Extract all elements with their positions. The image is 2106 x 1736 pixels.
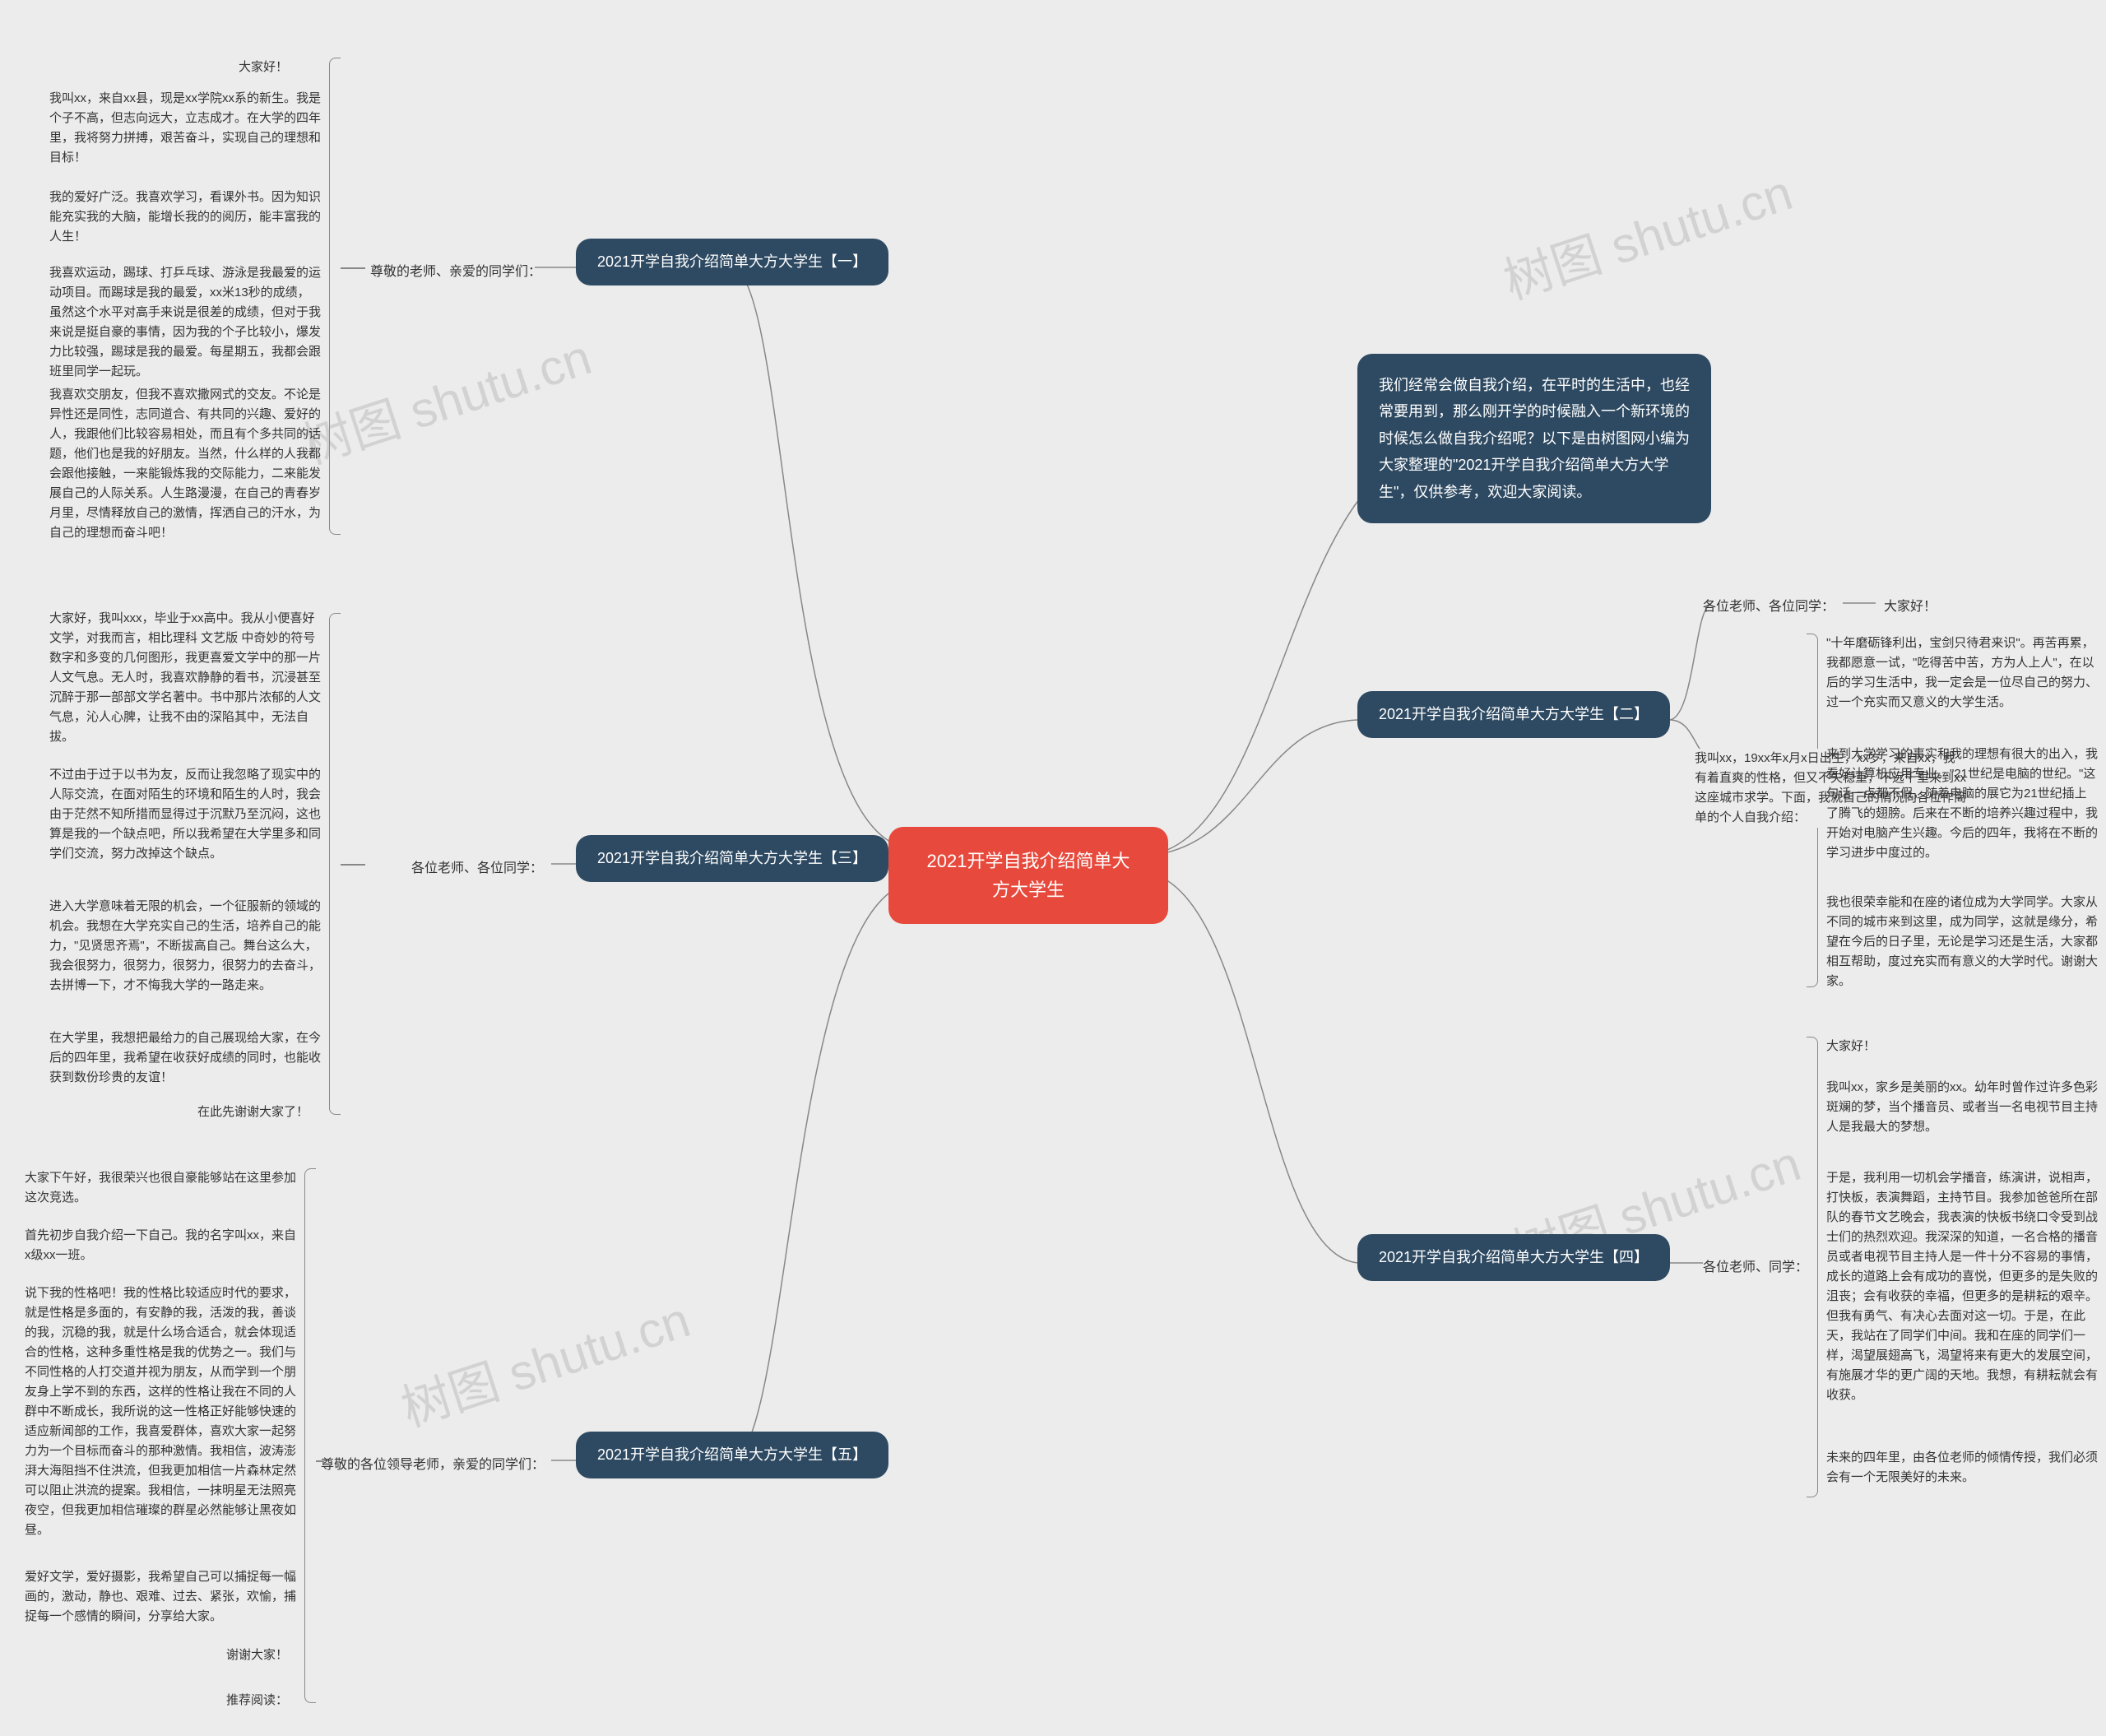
- mindmap-canvas: 树图 shutu.cn 树图 shutu.cn 树图 shutu.cn 树图 s…: [0, 0, 2106, 1736]
- leaf-text: 于是，我利用一切机会学播音，练演讲，说相声，打快板，表演舞蹈，主持节目。我参加爸…: [1826, 1168, 2098, 1405]
- branch-node-5[interactable]: 2021开学自我介绍简单大方大学生【五】: [576, 1432, 888, 1478]
- leaf-text: 我喜欢运动，踢球、打乒乓球、游泳是我最爱的运动项目。而踢球是我的最爱，xx米13…: [49, 263, 321, 382]
- leaf-text: 在此先谢谢大家了！: [197, 1102, 346, 1122]
- bracket-tick: [341, 864, 365, 866]
- branch-node-3[interactable]: 2021开学自我介绍简单大方大学生【三】: [576, 835, 888, 882]
- leaf-text: 我叫xx，家乡是美丽的xx。幼年时曾作过许多色彩斑斓的梦，当个播音员、或者当一名…: [1826, 1078, 2098, 1137]
- intro-node[interactable]: 我们经常会做自我介绍，在平时的生活中，也经常要用到，那么刚开学的时候融入一个新环…: [1357, 354, 1711, 523]
- branch-4-sublabel: 各位老师、同学：: [1703, 1257, 1808, 1279]
- watermark: 树图 shutu.cn: [391, 1280, 698, 1441]
- leaf-text: 大家下午好，我很荣兴也很自豪能够站在这里参加这次竞选。: [25, 1168, 296, 1208]
- leaf-text: 大家好，我叫xxx，毕业于xx高中。我从小便喜好文学，对我而言，相比理科 文艺版…: [49, 609, 321, 747]
- branch-node-4[interactable]: 2021开学自我介绍简单大方大学生【四】: [1357, 1234, 1670, 1281]
- leaf-text: "十年磨砺锋利出，宝剑只待君来识"。再苦再累，我都愿意一试，"吃得苦中苦，方为人…: [1826, 634, 2098, 713]
- leaf-text: 大家好！: [239, 58, 321, 77]
- leaf-text: 在大学里，我想把最给力的自己展现给大家，在今后的四年里，我希望在收获好成绩的同时…: [49, 1028, 321, 1088]
- leaf-text: 推荐阅读：: [226, 1691, 308, 1710]
- bracket-tick: [316, 1460, 324, 1462]
- leaf-text: 进入大学意味着无限的机会，一个征服新的领域的机会。我想在大学充实自己的生活，培养…: [49, 897, 321, 996]
- leaf-text: 我喜欢交朋友，但我不喜欢撒网式的交友。不论是异性还是同性，志同道合、有共同的兴趣…: [49, 385, 321, 543]
- leaf-text: 爱好文学，爱好摄影，我希望自己可以捕捉每一幅画的，激动，静也、艰难、过去、紧张，…: [25, 1567, 296, 1627]
- branch-2-sublabel2: 大家好！: [1884, 596, 1937, 618]
- center-node[interactable]: 2021开学自我介绍简单大方大学生: [888, 827, 1168, 924]
- branch-3-sublabel: 各位老师、各位同学：: [411, 858, 543, 880]
- leaf-text: 大家好！: [1826, 1037, 1909, 1056]
- leaf-text: 来到大学学习的事实和我的理想有很大的出入，我看好计算机应用专业。"21世纪是电脑…: [1826, 745, 2098, 863]
- leaf-text: 未来的四年里，由各位老师的倾情传授，我们必须会有一个无限美好的未来。: [1826, 1448, 2098, 1488]
- branch-2-sublabel: 各位老师、各位同学：: [1703, 596, 1835, 618]
- leaf-text: 说下我的性格吧！我的性格比较适应时代的要求，就是性格是多面的，有安静的我，活泼的…: [25, 1283, 296, 1540]
- branch-node-2[interactable]: 2021开学自我介绍简单大方大学生【二】: [1357, 691, 1670, 738]
- branch-5-sublabel: 尊敬的各位领导老师，亲爱的同学们：: [321, 1455, 545, 1476]
- leaf-text: 我也很荣幸能和在座的诸位成为大学同学。大家从不同的城市来到这里，成为同学，这就是…: [1826, 893, 2098, 991]
- branch-node-1[interactable]: 2021开学自我介绍简单大方大学生【一】: [576, 239, 888, 285]
- branch-3-bracket: [329, 613, 341, 1115]
- bracket-tick: [341, 267, 365, 269]
- branch-1-bracket: [329, 58, 341, 535]
- branch-4-bracket: [1807, 1037, 1818, 1497]
- leaf-text: 我的爱好广泛。我喜欢学习，看课外书。因为知识能充实我的大脑，能增长我的的阅历，能…: [49, 188, 321, 247]
- watermark: 树图 shutu.cn: [1493, 153, 1800, 313]
- leaf-text: 谢谢大家！: [226, 1645, 308, 1665]
- branch-1-sublabel: 尊敬的老师、亲爱的同学们：: [370, 262, 541, 283]
- branch-5-bracket: [304, 1168, 316, 1703]
- leaf-text: 首先初步自我介绍一下自己。我的名字叫xx，来自x级xx一班。: [25, 1226, 296, 1265]
- leaf-text: 不过由于过于以书为友，反而让我忽略了现实中的人际交流，在面对陌生的环境和陌生的人…: [49, 765, 321, 864]
- leaf-text: 我叫xx，来自xx县，现是xx学院xx系的新生。我是个子不高，但志向远大，立志成…: [49, 89, 321, 168]
